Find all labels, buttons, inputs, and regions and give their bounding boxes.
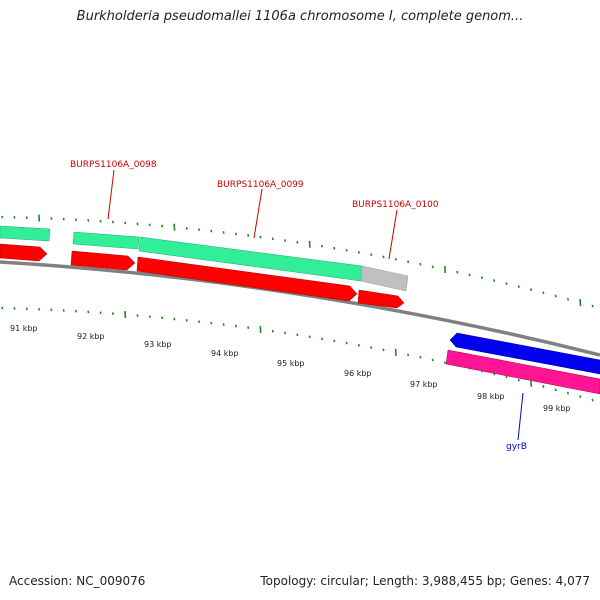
cds-bar-gyrB[interactable]: [445, 349, 600, 395]
accession-label: Accession: NC_009076: [9, 574, 146, 588]
gene-label-0098[interactable]: BURPS1106A_0098: [70, 160, 157, 170]
gene-callout-line: [517, 392, 524, 441]
tick-label: 94 kbp: [211, 349, 239, 358]
tick-label: 93 kbp: [144, 340, 172, 349]
gene-label-0099[interactable]: BURPS1106A_0099: [217, 180, 304, 190]
cds-arrow-0098[interactable]: [70, 250, 136, 271]
tick-label: 99 kbp: [543, 404, 571, 413]
genome-summary: Topology: circular; Length: 3,988,455 bp…: [260, 574, 590, 588]
forward-cds-track: [0, 243, 405, 309]
tick-label: 95 kbp: [277, 359, 305, 368]
tick-label: 92 kbp: [77, 332, 105, 341]
gene-label-0100[interactable]: BURPS1106A_0100: [352, 200, 439, 210]
gene-labels: BURPS1106A_0098 BURPS1106A_0099 BURPS110…: [70, 160, 527, 452]
gene-bar-0100[interactable]: [360, 265, 409, 292]
gene-bar-gyrB[interactable]: [449, 332, 600, 375]
gene-label-gyrB[interactable]: gyrB: [506, 442, 527, 452]
top-tick-row: [1, 214, 594, 308]
chromosome-backbone: [0, 260, 600, 357]
gene-callout-line: [107, 169, 115, 220]
gene-callout-line: [388, 209, 398, 260]
gene-callout-line: [253, 188, 263, 239]
tick-label: 97 kbp: [410, 380, 438, 389]
tick-label: 98 kbp: [477, 392, 505, 401]
map-title: Burkholderia pseudomallei 1106a chromoso…: [76, 9, 524, 24]
gene-bar-0097[interactable]: [0, 225, 51, 242]
tick-label: 96 kbp: [344, 369, 372, 378]
reverse-gene-track: [445, 332, 600, 395]
bottom-tick-row: [1, 306, 594, 402]
cds-arrow-0097[interactable]: [0, 243, 48, 262]
tick-label: 91 kbp: [10, 324, 38, 333]
gene-bar-0098[interactable]: [72, 231, 140, 250]
forward-gene-track: [0, 225, 409, 292]
cds-arrow-0100[interactable]: [357, 289, 405, 309]
axis-tick-labels: 91 kbp 92 kbp 93 kbp 94 kbp 95 kbp 96 kb…: [10, 324, 571, 413]
cds-arrow-0099[interactable]: [136, 256, 358, 302]
